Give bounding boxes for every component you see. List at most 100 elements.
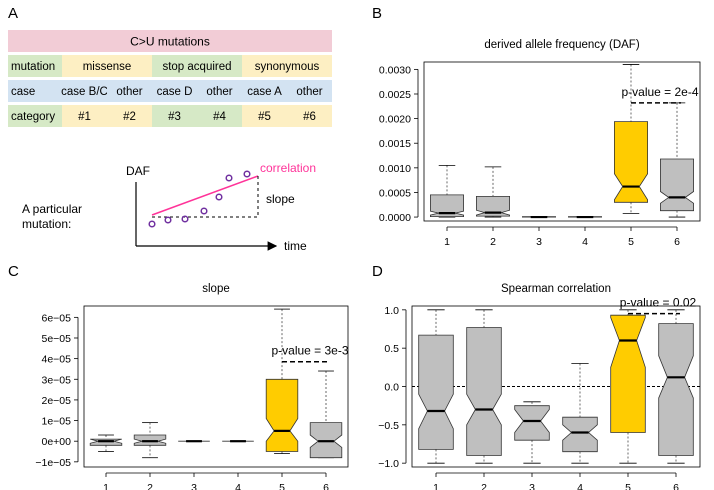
table-row-label-cell	[8, 80, 62, 102]
y-tick-label: −1e−05	[35, 457, 71, 469]
table-cell	[152, 80, 197, 102]
schematic-point	[148, 220, 156, 228]
plot-frame	[411, 305, 701, 468]
table-cell-text: other	[206, 86, 232, 98]
box	[429, 194, 465, 218]
schematic-point	[181, 215, 189, 223]
table-row-label: category	[11, 111, 55, 123]
x-tick-label: 6	[323, 482, 329, 490]
plot-frame	[83, 305, 349, 468]
box-highlight	[610, 314, 646, 433]
box-highlight	[265, 378, 299, 452]
schematic-point	[215, 193, 223, 201]
y-tick-label: −0.5	[378, 420, 399, 432]
chart-slope: slope −1e−05 0e+00 1e−05 2e−05 3e−05 4e−05 5e−0…	[35, 283, 348, 490]
schematic-slope-label: slope	[266, 192, 295, 206]
box-highlight	[614, 121, 648, 203]
table-cell	[62, 105, 107, 127]
y-tick-label: 2e−05	[42, 395, 72, 407]
table-cell	[62, 80, 107, 102]
y-tick-label: 6e−05	[42, 312, 72, 324]
x-tick-label: 2	[481, 482, 487, 490]
mutation-category-table: C>U mutations mutation missense stop acquir…	[8, 30, 332, 127]
y-tick-label: 0.0030	[379, 64, 411, 76]
x-tick-label: 4	[235, 482, 241, 490]
table-cell	[197, 80, 242, 102]
panel-letter-c: C	[8, 263, 19, 280]
schematic-time-label: time	[284, 239, 307, 253]
y-tick-label: 0.0	[384, 382, 399, 394]
pvalue-label: p-value = 3e-3	[271, 344, 348, 358]
y-tick-label: 1e−05	[42, 416, 72, 428]
x-tick-label: 4	[577, 482, 583, 490]
y-tick-label: 0.0000	[379, 212, 411, 224]
table-cell-text: #4	[213, 111, 226, 123]
table-cell-text: case D	[157, 86, 193, 98]
x-tick-label: 5	[628, 236, 634, 248]
table-title-cell	[8, 30, 332, 52]
chart-title: Spearman correlation	[501, 283, 611, 295]
table-cell-text: other	[296, 86, 322, 98]
y-tick-label: 0.0025	[379, 89, 411, 101]
table-cell	[152, 105, 197, 127]
y-tick-label: 3e−05	[42, 374, 72, 386]
pvalue-label: p-value = 0.02	[620, 296, 697, 310]
x-tick-label: 4	[582, 236, 588, 248]
y-tick-label: 0.0015	[379, 138, 411, 150]
x-tick-label: 6	[673, 482, 679, 490]
table-cell	[107, 80, 152, 102]
panel-letter-a: A	[8, 5, 18, 22]
daf-schematic: DAF time correlation slope A particular …	[22, 161, 316, 253]
table-cell-text: #2	[123, 111, 136, 123]
box	[475, 195, 511, 217]
y-tick-label: 0.0010	[379, 163, 411, 175]
schematic-daf-label: DAF	[126, 164, 150, 178]
pvalue-label: p-value = 2e-4	[621, 85, 698, 99]
table-row-label: case	[11, 86, 35, 98]
table-row-label-cell	[8, 105, 62, 127]
plot-frame	[423, 61, 701, 222]
x-tick-label: 3	[536, 236, 542, 248]
table-cell	[107, 105, 152, 127]
x-tick-label: 6	[674, 236, 680, 248]
table-cell	[152, 55, 242, 77]
chart-daf: derived allele frequency (DAF) 0.0000 0.00…	[379, 39, 701, 248]
table-cell-text: synonymous	[255, 61, 320, 73]
table-cell	[242, 55, 332, 77]
chart-title: derived allele frequency (DAF)	[484, 39, 639, 51]
y-tick-label: 0e+00	[42, 436, 72, 448]
table-cell	[242, 105, 287, 127]
table-cell-text: case A	[247, 86, 282, 98]
table-cell-text: #1	[78, 111, 91, 123]
chart-title: slope	[202, 283, 230, 295]
x-tick-label: 5	[625, 482, 631, 490]
table-cell	[62, 55, 152, 77]
y-tick-label: 0.5	[384, 343, 399, 355]
schematic-point	[200, 207, 208, 215]
box	[514, 405, 550, 441]
y-tick-label: 0.0005	[379, 187, 411, 199]
table-cell	[242, 80, 287, 102]
schematic-caption-line2: mutation:	[22, 217, 71, 231]
x-tick-label: 3	[529, 482, 535, 490]
x-tick-label: 1	[444, 236, 450, 248]
y-tick-label: 4e−05	[42, 354, 72, 366]
table-cell-text: #3	[168, 111, 181, 123]
y-tick-label: 0.0020	[379, 114, 411, 126]
table-cell-text: #5	[258, 111, 271, 123]
x-tick-label: 1	[103, 482, 109, 490]
y-tick-label: 5e−05	[42, 333, 72, 345]
schematic-point	[225, 174, 233, 182]
box	[660, 158, 694, 212]
box	[466, 327, 502, 456]
table-title: C>U mutations	[130, 35, 210, 49]
table-cell-text: stop acquired	[162, 61, 231, 73]
table-cell	[287, 80, 332, 102]
box	[658, 323, 694, 456]
x-tick-label: 5	[279, 482, 285, 490]
box	[562, 416, 598, 453]
panel-letter-b: B	[372, 5, 382, 22]
x-tick-label: 2	[490, 236, 496, 248]
schematic-correlation-label: correlation	[260, 161, 316, 175]
box	[418, 334, 454, 450]
